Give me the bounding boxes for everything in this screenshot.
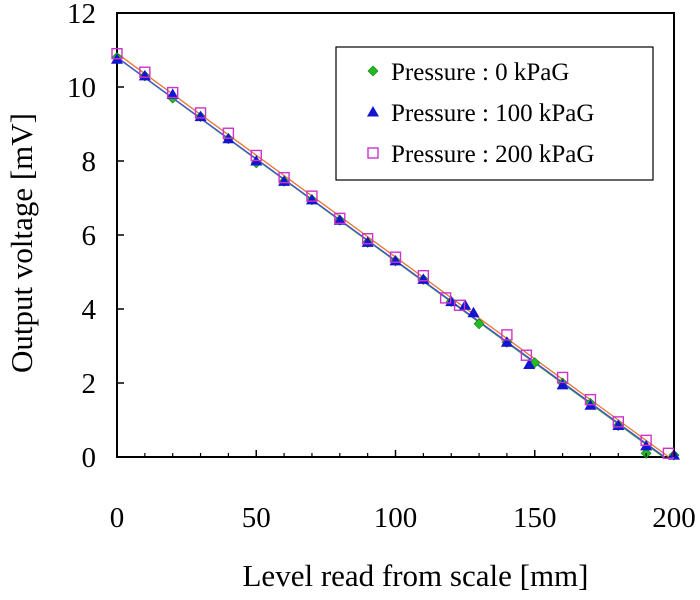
x-axis-title: Level read from scale [mm] [243,558,589,593]
legend-box [335,46,654,181]
data-point [139,66,151,78]
data-point [166,86,179,99]
data-point [278,171,290,184]
legend: Pressure : 0 kPaG Pressure : 100 kPaG Pres… [335,46,654,181]
legend-items: Pressure : 0 kPaG Pressure : 100 kPaG Pres… [367,59,594,168]
legend-item: Pressure : 100 kPaG [367,100,594,127]
data-point [389,251,402,263]
data-point [640,434,652,447]
legend-marker [367,106,379,117]
data-point [500,336,513,347]
y-tick-label: 0 [82,442,97,474]
axis-ticks [116,12,675,458]
legend-label: Pressure : 100 kPaG [391,100,594,127]
x-tick-label: 50 [242,502,271,534]
y-axis-title: Output voltage [mV] [4,113,39,373]
x-tick-label: 150 [513,502,557,534]
data-point [166,88,179,99]
data-point [584,393,597,406]
data-point [612,416,624,428]
data-point [194,107,207,119]
y-tick-label: 6 [82,220,97,252]
x-tick-label: 200 [652,502,696,534]
y-tick-labels: 0 2 4 6 8 10 12 [67,0,97,474]
legend-label: Pressure : 0 kPaG [391,59,569,86]
legend-item: Pressure : 200 kPaG [367,141,594,168]
data-point [520,349,533,361]
data-point [523,358,536,369]
y-tick-label: 4 [82,294,97,326]
y-tick-label: 10 [67,72,96,104]
data-point [222,127,235,139]
legend-marker [367,147,379,159]
legend-item: Pressure : 0 kPaG [367,59,569,86]
data-point [333,214,346,225]
data-point [417,270,430,282]
legend-marker [367,65,379,77]
data-point [111,48,123,60]
data-point [250,149,262,162]
y-tick-label: 12 [67,0,96,30]
plot-area [111,12,680,461]
data-point [556,378,569,390]
y-tick-label: 8 [82,146,97,178]
data-point [501,329,513,341]
legend-label: Pressure : 200 kPaG [391,141,594,168]
data-point [453,299,466,311]
data-point [439,292,452,304]
data-point [361,232,374,245]
fit-line [116,52,670,458]
data-points [111,48,680,461]
x-tick-label: 100 [374,502,418,534]
data-point [334,212,346,225]
data-point [306,190,318,202]
x-tick-label: 0 [110,502,125,534]
y-tick-label: 2 [82,368,97,400]
x-tick-labels: 0 50 100 150 200 [110,502,696,534]
data-point [473,318,485,330]
data-point [467,306,480,318]
data-point [556,371,569,384]
